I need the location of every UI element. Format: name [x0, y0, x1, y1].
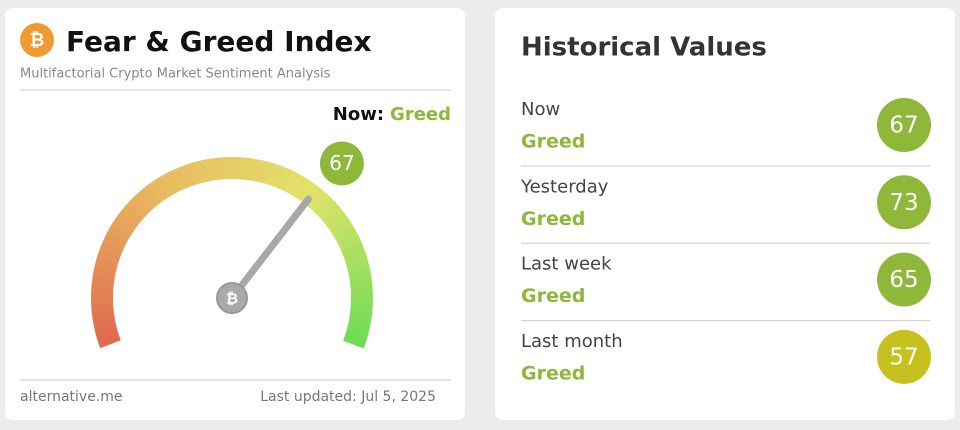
arc-segment	[102, 303, 103, 312]
row-classification: Greed	[521, 208, 585, 230]
row-label: Last month	[521, 331, 623, 352]
arc-segment	[175, 177, 183, 181]
row-classification: Greed	[521, 131, 585, 153]
arc-segment	[110, 246, 113, 254]
arc-segment	[339, 224, 344, 231]
arc-segment	[125, 217, 130, 224]
arc-segment	[296, 185, 304, 190]
now-classification: Greed	[390, 104, 451, 125]
arc-segment	[147, 194, 154, 199]
arc-segment	[105, 328, 107, 336]
hub-symbol: ₿	[226, 290, 238, 308]
row-value: 57	[889, 344, 918, 370]
arc-segment	[154, 189, 161, 194]
arc-segment	[344, 231, 348, 239]
arc-segment	[360, 312, 361, 321]
arc-segment	[105, 261, 107, 270]
arc-segment	[104, 320, 106, 329]
row-label: Yesterday	[520, 176, 609, 197]
value-label: 67	[329, 151, 354, 175]
subtitle: Multifactorial Crypto Market Sentiment A…	[20, 67, 331, 82]
arc-segment	[289, 181, 297, 185]
arc-segment	[265, 172, 273, 175]
arc-segment	[120, 224, 125, 231]
arc-segment	[135, 205, 141, 211]
arc-segment	[240, 168, 249, 169]
arc-segment	[358, 320, 360, 329]
arc-segment	[317, 199, 323, 205]
arc-segment	[361, 303, 362, 312]
arc-segment	[323, 205, 329, 211]
arc-segment	[107, 254, 110, 262]
arc-segment	[303, 189, 310, 194]
arc-segment	[113, 238, 117, 246]
arc-segment	[116, 231, 120, 239]
arc-segment	[141, 199, 147, 205]
arc-segment	[356, 328, 358, 336]
arc-segment	[130, 211, 136, 218]
arc-segment	[103, 311, 104, 320]
arc-segment	[249, 169, 258, 170]
arc-segment	[199, 170, 208, 172]
row-classification: Greed	[521, 362, 585, 384]
source: alternative.me	[20, 389, 123, 405]
arc-segment	[351, 246, 354, 254]
arc-segment	[183, 175, 191, 178]
row-value: 67	[889, 113, 918, 139]
arc-segment	[353, 336, 356, 344]
now-label: Now:	[333, 104, 384, 125]
arc-segment	[168, 181, 176, 185]
arc-segment	[161, 185, 169, 190]
arc-segment	[103, 278, 104, 287]
arc-segment	[273, 175, 281, 178]
arc-segment	[348, 239, 352, 247]
arc-segment	[329, 211, 335, 218]
arc-segment	[257, 170, 266, 172]
row-value: 65	[889, 267, 918, 293]
arc-segment	[108, 336, 111, 344]
row-label: Now	[521, 99, 560, 120]
arc-segment	[359, 270, 361, 279]
arc-segment	[360, 278, 361, 287]
title: Fear & Greed Index	[66, 25, 372, 58]
row-value: 73	[889, 190, 918, 216]
arc-segment	[357, 262, 359, 271]
arc-segment	[334, 217, 339, 224]
arc-segment	[207, 169, 216, 170]
arc-segment	[102, 286, 103, 295]
row-classification: Greed	[521, 285, 585, 307]
arc-segment	[104, 270, 106, 279]
arc-segment	[215, 168, 224, 169]
bitcoin-symbol: ₿	[30, 30, 45, 51]
arc-segment	[281, 178, 289, 182]
history-title: Historical Values	[521, 33, 767, 63]
arc-segment	[354, 254, 357, 262]
arc-segment	[191, 172, 199, 175]
updated: Last updated: Jul 5, 2025	[260, 389, 436, 405]
row-label: Last week	[521, 254, 612, 275]
